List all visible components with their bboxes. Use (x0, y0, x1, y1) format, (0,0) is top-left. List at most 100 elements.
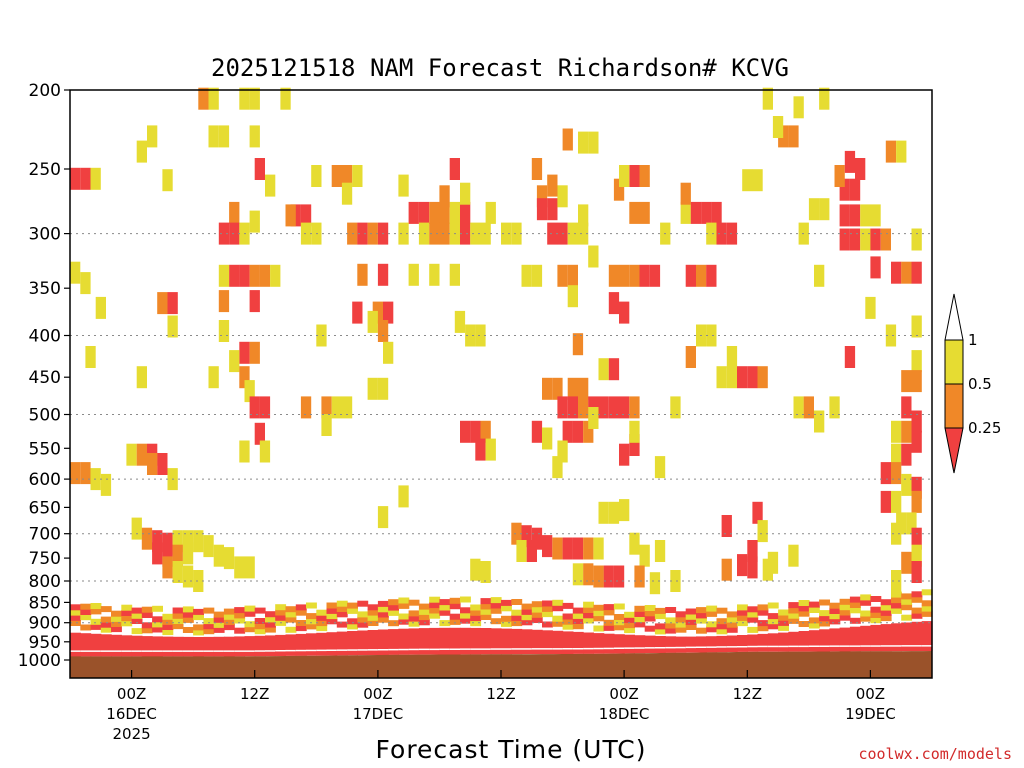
boundary-cell (347, 618, 358, 625)
boundary-cell (275, 609, 287, 616)
heat-cell (536, 185, 548, 208)
boundary-cell (747, 626, 759, 633)
boundary-cell (624, 647, 635, 649)
heat-cell (654, 456, 666, 479)
boundary-cell (162, 624, 174, 630)
boundary-cell (583, 612, 594, 619)
boundary-cell (490, 607, 502, 614)
boundary-cell (562, 623, 574, 630)
boundary-cell (767, 602, 779, 609)
x-tick-date: 18DEC (599, 705, 650, 723)
boundary-cell (213, 636, 225, 657)
boundary-cell (182, 650, 194, 652)
boundary-cell (429, 607, 441, 614)
heat-cell (475, 438, 486, 461)
boundary-cell (244, 636, 256, 657)
boundary-cell (265, 611, 276, 618)
boundary-cell (583, 647, 594, 650)
heat-cell (598, 501, 609, 524)
boundary-cell (111, 626, 122, 633)
boundary-cell (603, 624, 615, 631)
heat-cell (834, 165, 845, 187)
boundary-cell (254, 628, 266, 635)
boundary-cell (70, 604, 81, 611)
boundary-cell (460, 612, 471, 619)
boundary-cell (213, 616, 225, 623)
heat-cell (849, 228, 861, 251)
boundary-cell (901, 645, 913, 647)
heat-cell (726, 346, 738, 368)
boundary-cell (562, 631, 574, 654)
heat-cell (480, 420, 491, 443)
heat-cell (460, 182, 471, 205)
heat-cell (562, 537, 573, 560)
heat-cell (300, 396, 312, 419)
heat-cell (136, 366, 147, 389)
boundary-cell (921, 600, 933, 607)
y-tick-label: 300 (29, 225, 61, 245)
boundary-cell (193, 614, 204, 621)
heat-cell (829, 396, 840, 419)
heat-cell (901, 261, 912, 284)
boundary-cell (921, 589, 933, 596)
boundary-cell (880, 609, 892, 616)
boundary-cell (152, 616, 163, 623)
boundary-cell (747, 606, 759, 613)
boundary-cell (788, 645, 800, 648)
heat-cell (578, 204, 589, 227)
boundary-cell (439, 620, 451, 627)
boundary-cell (716, 623, 728, 630)
boundary-cell (562, 613, 574, 620)
credit-link[interactable]: coolwx.com/models (858, 745, 1012, 763)
heat-cell (141, 527, 153, 550)
boundary-cell (172, 618, 184, 624)
heat-cell (259, 396, 271, 419)
boundary-cell (449, 613, 461, 620)
boundary-cell (141, 650, 153, 652)
boundary-cell (203, 618, 215, 625)
y-tick-label: 200 (29, 81, 61, 101)
boundary-cell (706, 621, 718, 628)
boundary-cell (747, 616, 759, 623)
boundary-cell (439, 604, 451, 611)
boundary-cell (449, 597, 461, 604)
boundary-cell (490, 602, 502, 609)
boundary-cell (737, 604, 748, 611)
boundary-cell (203, 607, 215, 614)
heat-cell (300, 222, 312, 245)
x-tick-label: 00Z (856, 685, 885, 703)
heat-cell (552, 537, 563, 560)
heat-cell (167, 315, 178, 338)
heat-cell (454, 310, 466, 333)
boundary-cell (860, 610, 872, 617)
boundary-cell (521, 603, 533, 610)
boundary-cell (593, 610, 605, 617)
boundary-cell (665, 636, 677, 653)
heat-cell (249, 125, 260, 148)
boundary-cell (634, 621, 646, 628)
heat-cell (480, 561, 491, 583)
boundary-cell (152, 605, 163, 612)
heat-cell (172, 544, 183, 567)
boundary-cell (275, 614, 287, 621)
boundary-cell (418, 603, 430, 610)
heat-cell (788, 125, 799, 148)
cells-layer (70, 87, 922, 595)
boundary-cell (747, 634, 759, 652)
x-tick-label: 00Z (117, 685, 146, 703)
boundary-cell (685, 618, 697, 625)
boundary-cell (552, 630, 564, 654)
boundary-cell (644, 647, 656, 649)
boundary-cell (634, 635, 646, 654)
boundary-cell (870, 596, 882, 602)
boundary-cell (90, 650, 102, 652)
heat-cell (891, 522, 902, 545)
boundary-cell (624, 627, 635, 634)
heat-cell (911, 261, 922, 284)
boundary-cell (624, 634, 635, 654)
boundary-cell (490, 648, 502, 650)
boundary-cell (860, 599, 872, 606)
heat-cell (572, 420, 584, 443)
boundary-cell (788, 631, 800, 652)
boundary-cell (460, 617, 471, 624)
